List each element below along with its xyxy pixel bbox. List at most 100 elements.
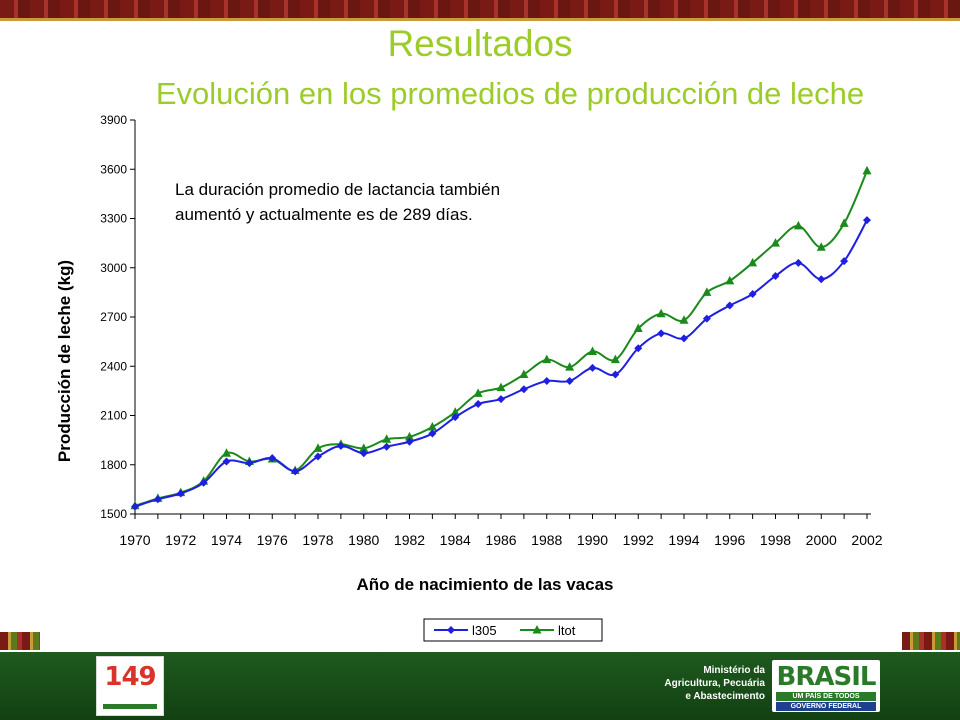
- data-point-l305: [542, 377, 551, 386]
- x-tick-label: 1972: [165, 532, 196, 548]
- data-point-l305: [680, 334, 688, 343]
- annotation-text: aumentó y actualmente es de 289 días.: [175, 205, 473, 224]
- ministry-name: Ministério da Agricultura, Pecuária e Ab…: [660, 664, 765, 703]
- government-label: GOVERNO FEDERAL: [776, 702, 876, 711]
- data-point-ltot: [382, 434, 392, 443]
- data-point-l305: [702, 314, 711, 323]
- data-point-l305: [588, 363, 597, 372]
- x-tick-label: 1984: [440, 532, 471, 548]
- x-tick-label: 1986: [485, 532, 516, 548]
- slide-title: Resultados: [387, 23, 573, 64]
- y-tick-label: 3900: [100, 113, 127, 127]
- data-point-ltot: [793, 220, 803, 230]
- data-point-ltot: [496, 382, 506, 392]
- legend-marker-l305: [447, 626, 455, 634]
- data-point-l305: [359, 449, 368, 458]
- data-point-l305: [840, 257, 849, 266]
- x-tick-label: 1980: [348, 532, 379, 548]
- x-tick-label: 1978: [302, 532, 333, 548]
- y-tick-label: 2100: [100, 409, 127, 423]
- data-point-ltot: [679, 315, 689, 324]
- data-point-l305: [336, 441, 345, 450]
- x-tick-label: 1974: [211, 532, 242, 548]
- data-point-l305: [222, 457, 231, 466]
- legend-label: ltot: [558, 623, 576, 638]
- data-point-l305: [291, 467, 300, 476]
- x-tick-label: 2002: [851, 532, 882, 548]
- x-axis-title: Año de nacimiento de las vacas: [357, 575, 614, 594]
- x-tick-label: 1988: [531, 532, 562, 548]
- data-point-l305: [565, 377, 574, 386]
- data-point-l305: [497, 395, 505, 404]
- y-tick-label: 1500: [100, 507, 127, 521]
- brasil-tagline: UM PAÍS DE TODOS: [776, 692, 876, 701]
- data-point-l305: [428, 429, 437, 438]
- data-point-ltot: [427, 421, 437, 431]
- data-point-ltot: [633, 323, 643, 332]
- slide-subtitle: Evolución en los promedios de producción…: [155, 76, 865, 111]
- data-point-ltot: [725, 275, 735, 285]
- mapa-149-logo: 149: [96, 656, 164, 716]
- data-point-l305: [657, 329, 666, 338]
- data-point-l305: [863, 216, 871, 225]
- y-tick-label: 3600: [100, 162, 127, 176]
- data-point-ltot: [542, 354, 552, 364]
- data-point-l305: [131, 502, 139, 511]
- logo-stripe: [103, 704, 157, 709]
- x-tick-label: 2000: [806, 532, 837, 548]
- data-point-l305: [771, 271, 780, 280]
- ministry-line: Ministério da: [703, 665, 765, 676]
- data-point-l305: [176, 489, 185, 498]
- left-decorative-strip: [0, 632, 40, 650]
- data-point-l305: [268, 454, 277, 463]
- x-tick-label: 1998: [760, 532, 791, 548]
- data-point-l305: [748, 290, 757, 299]
- data-point-ltot: [359, 443, 369, 452]
- x-tick-label: 1982: [394, 532, 425, 548]
- data-point-l305: [474, 400, 483, 409]
- data-point-l305: [451, 413, 460, 422]
- legend-label: l305: [472, 623, 497, 638]
- y-tick-label: 2700: [100, 310, 127, 324]
- x-tick-label: 1970: [119, 532, 150, 548]
- brasil-wordmark: BRASIL: [776, 662, 877, 692]
- y-tick-label: 1800: [100, 458, 127, 472]
- data-point-l305: [199, 478, 208, 487]
- x-tick-label: 1990: [577, 532, 608, 548]
- x-tick-label: 1996: [714, 532, 745, 548]
- data-point-l305: [634, 344, 643, 353]
- logo-number: 149: [104, 662, 156, 692]
- x-tick-label: 1992: [623, 532, 654, 548]
- y-tick-label: 2400: [100, 359, 127, 373]
- legend-marker-ltot: [532, 625, 542, 634]
- data-point-ltot: [610, 354, 620, 364]
- data-point-ltot: [862, 165, 872, 175]
- data-point-ltot: [313, 443, 323, 452]
- data-point-ltot: [588, 346, 597, 355]
- annotation-text: La duración promedio de lactancia tambié…: [175, 180, 500, 199]
- top-decorative-band: [0, 0, 960, 21]
- y-tick-label: 3000: [100, 261, 127, 275]
- data-point-ltot: [839, 218, 849, 227]
- y-axis-title: Producción de leche (kg): [55, 260, 74, 462]
- data-point-l305: [817, 275, 826, 284]
- right-decorative-strip: [902, 632, 960, 650]
- ministry-line: e Abastecimento: [685, 691, 765, 702]
- data-point-ltot: [450, 407, 460, 416]
- data-point-l305: [382, 442, 391, 451]
- data-point-ltot: [656, 308, 666, 318]
- data-point-l305: [314, 452, 322, 461]
- data-point-ltot: [748, 257, 758, 267]
- x-tick-label: 1976: [257, 532, 288, 548]
- data-point-l305: [611, 370, 620, 379]
- data-point-l305: [153, 495, 162, 504]
- data-point-ltot: [405, 431, 414, 441]
- x-tick-label: 1994: [668, 532, 699, 548]
- data-point-l305: [725, 301, 734, 310]
- data-point-ltot: [771, 238, 780, 247]
- production-line-chart: 1500 1800 2100 2400 2700 3000 3300 3600 3900 1970…: [55, 113, 883, 642]
- ministry-line: Agricultura, Pecuária: [664, 678, 765, 689]
- data-point-l305: [519, 385, 528, 394]
- y-tick-label: 3300: [100, 212, 127, 226]
- data-point-l305: [405, 437, 414, 446]
